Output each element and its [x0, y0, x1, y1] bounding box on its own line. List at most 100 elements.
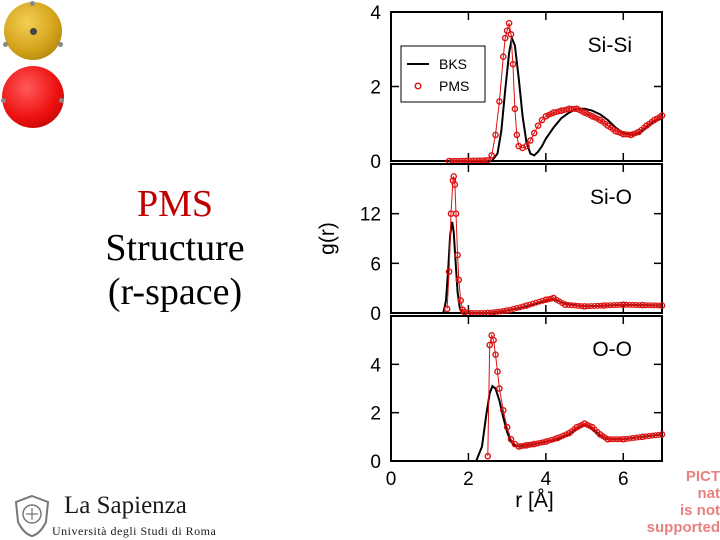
data-point — [443, 305, 451, 313]
data-point — [513, 131, 521, 139]
y-tick-label: 12 — [360, 205, 381, 226]
data-point — [648, 118, 655, 125]
data-point — [594, 302, 601, 309]
bond-stub — [3, 42, 8, 47]
data-point — [617, 301, 624, 308]
data-point — [578, 108, 585, 115]
data-point — [642, 302, 649, 309]
data-point — [629, 435, 636, 442]
data-point — [581, 303, 588, 310]
data-point — [600, 302, 608, 309]
data-point — [578, 303, 585, 310]
silicon-atom-ball — [3, 1, 63, 60]
data-point — [539, 439, 546, 446]
data-point — [501, 34, 509, 42]
data-point — [568, 105, 575, 112]
data-point — [486, 341, 494, 349]
data-point — [586, 422, 593, 429]
data-point — [629, 301, 636, 308]
university-logo: La Sapienza Università degli Studi di Ro… — [12, 492, 262, 538]
data-point — [560, 432, 567, 439]
data-point — [499, 406, 507, 414]
bond-stub — [58, 42, 63, 47]
data-point — [652, 432, 659, 439]
data-point — [481, 157, 488, 164]
panel-frame — [390, 315, 663, 462]
data-point — [646, 433, 653, 440]
data-point — [619, 301, 627, 309]
data-point — [503, 423, 511, 431]
data-point — [639, 301, 646, 309]
y-tick-label: 0 — [370, 452, 381, 473]
data-point — [568, 302, 575, 309]
data-point — [639, 433, 646, 441]
data-point — [523, 302, 530, 309]
data-point — [584, 303, 591, 310]
bond-stub — [30, 1, 35, 6]
y-tick-label: 2 — [370, 78, 381, 99]
data-point — [507, 435, 515, 443]
data-point — [492, 351, 499, 358]
data-point — [553, 108, 560, 115]
data-point — [507, 306, 514, 313]
data-point — [528, 441, 535, 448]
data-point — [452, 210, 460, 217]
data-point — [555, 108, 562, 115]
data-point — [658, 431, 666, 438]
data-point — [636, 434, 643, 441]
data-point — [642, 433, 649, 440]
data-point — [658, 302, 666, 309]
data-point — [503, 27, 511, 34]
data-point — [640, 124, 647, 131]
placeholder-line: PICT — [685, 468, 720, 485]
x-tick-label: 6 — [618, 469, 629, 490]
data-point — [507, 31, 515, 38]
data-point — [505, 19, 513, 27]
data-point — [626, 435, 633, 442]
data-point — [617, 436, 624, 443]
data-point — [461, 308, 468, 316]
university-crest-icon — [14, 494, 50, 538]
x-tick-label: 4 — [541, 469, 552, 490]
data-point — [538, 116, 546, 124]
data-point — [536, 298, 543, 305]
series-line-bks — [391, 384, 663, 462]
slide-title-line: Structure — [105, 227, 245, 269]
data-point — [646, 302, 653, 309]
data-point — [560, 107, 567, 114]
data-point — [614, 436, 621, 443]
data-point — [513, 305, 520, 312]
placeholder-line: is not supported — [646, 502, 720, 536]
data-point — [571, 426, 578, 433]
data-point — [484, 156, 492, 164]
legend-box — [400, 45, 486, 103]
unsupported-picture-placeholder: PICT nat is not supported — [610, 468, 720, 536]
y-axis-title: g(r) — [316, 222, 339, 255]
data-point — [622, 131, 629, 138]
bond-stub — [1, 98, 6, 103]
data-point — [617, 130, 624, 137]
data-point — [510, 305, 517, 312]
data-point — [619, 435, 627, 443]
y-tick-label: 0 — [370, 152, 381, 173]
series-line-bks — [391, 221, 663, 314]
data-point — [496, 385, 503, 392]
data-point — [511, 105, 519, 113]
y-tick-label: 4 — [370, 3, 381, 24]
university-name: La Sapienza — [64, 492, 187, 519]
legend-label: PMS — [439, 78, 469, 94]
data-point — [656, 114, 663, 121]
data-point — [457, 297, 464, 304]
data-point — [526, 301, 533, 308]
data-point — [523, 142, 530, 150]
data-point — [454, 251, 461, 259]
data-point — [633, 301, 640, 308]
data-point — [594, 115, 601, 122]
data-point — [623, 435, 630, 442]
data-point — [488, 152, 495, 159]
y-tick-label: 0 — [370, 304, 381, 325]
x-tick-label: 0 — [386, 469, 397, 490]
data-point — [490, 336, 497, 344]
panel-label: Si-O — [590, 186, 632, 209]
data-point — [533, 299, 540, 306]
